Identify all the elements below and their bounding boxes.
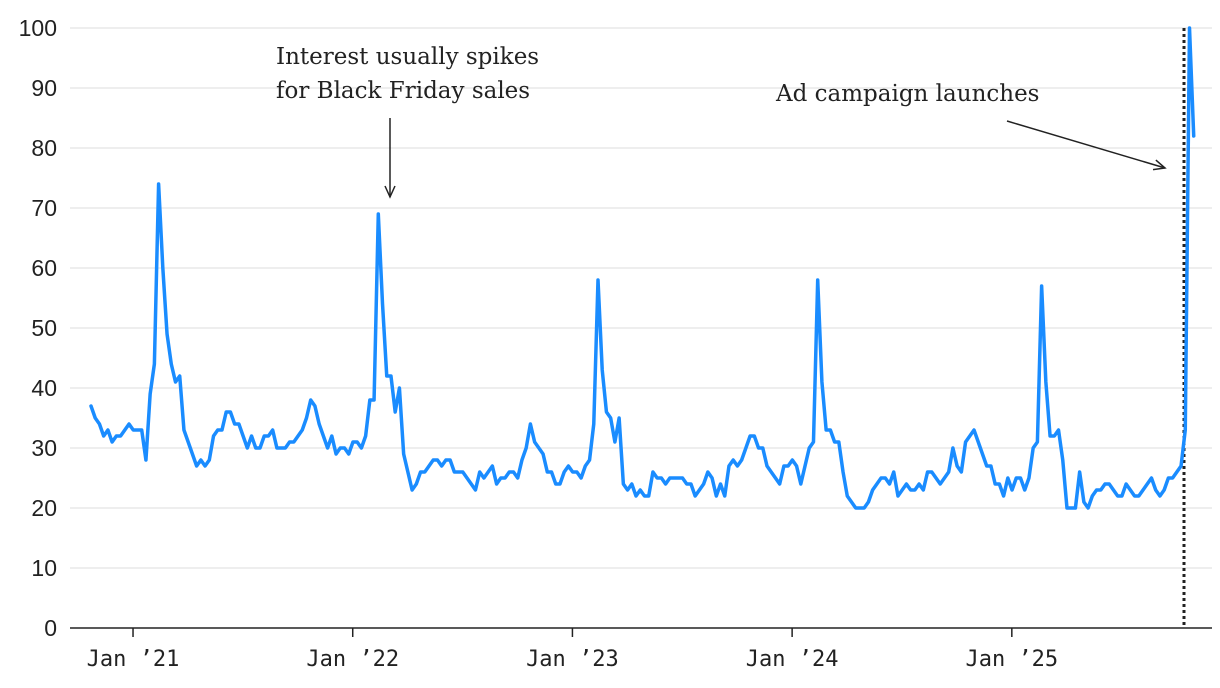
y-tick-label: 20 [31, 495, 57, 521]
y-tick-label: 100 [19, 15, 57, 41]
y-tick-label: 80 [31, 135, 57, 161]
annotation-black-friday-line-1: Interest usually spikes [276, 44, 539, 70]
x-tick-label: Jan ’23 [526, 647, 619, 672]
y-tick-label: 50 [31, 315, 57, 341]
y-tick-label: 30 [31, 435, 57, 461]
y-tick-label: 90 [31, 75, 57, 101]
y-axis-ticks: 0 10 20 30 40 50 60 70 80 90 100 [19, 15, 57, 641]
annotation-black-friday-line-2: for Black Friday sales [276, 78, 530, 104]
x-tick-label: Jan ’24 [746, 647, 839, 672]
y-tick-label: 0 [44, 615, 57, 641]
series-line-search-interest [89, 26, 1196, 510]
y-tick-label: 60 [31, 255, 57, 281]
y-tick-label: 70 [31, 195, 57, 221]
annotation-ad-campaign: Ad campaign launches [775, 81, 1040, 107]
annotation-ad-campaign-arrow [1006, 120, 1167, 171]
y-tick-label: 40 [31, 375, 57, 401]
y-tick-label: 10 [31, 555, 57, 581]
x-tick-label: Jan ’22 [306, 647, 399, 672]
x-tick-label: Jan ’25 [965, 647, 1058, 672]
x-tick-label: Jan ’21 [87, 647, 180, 672]
x-axis-ticks: Jan ’21 Jan ’22 Jan ’23 Jan ’24 Jan ’25 [87, 628, 1058, 672]
